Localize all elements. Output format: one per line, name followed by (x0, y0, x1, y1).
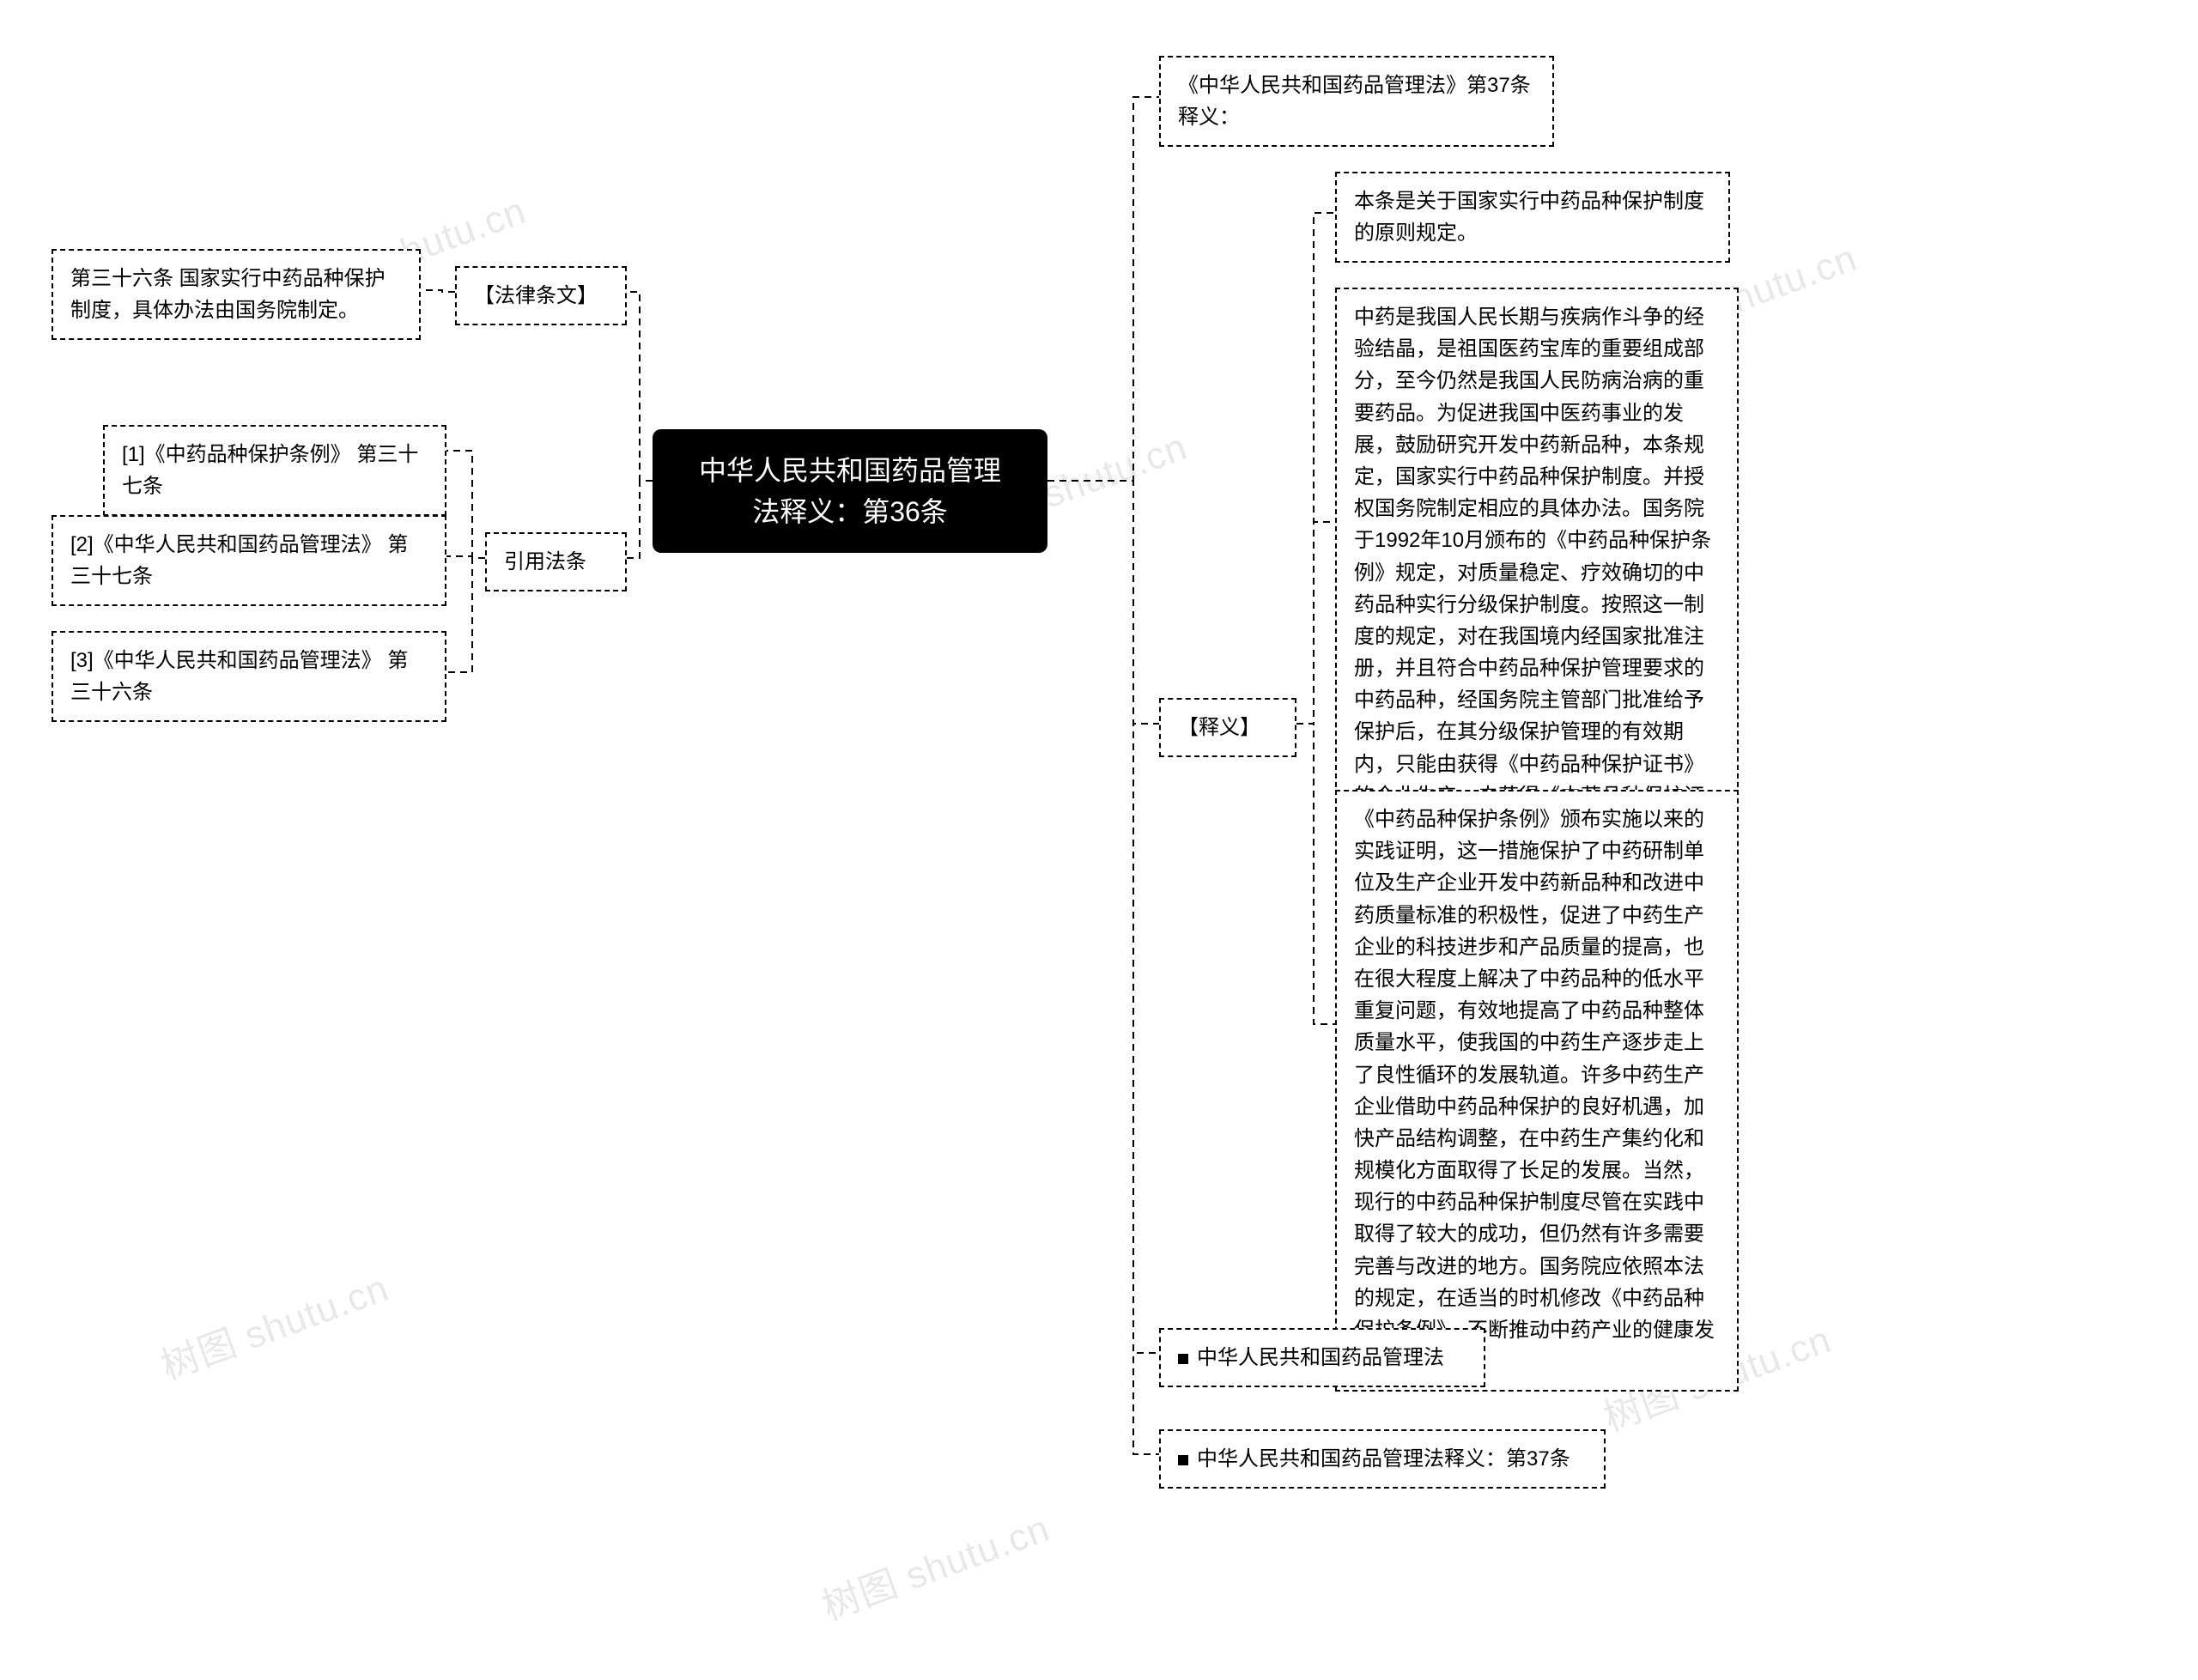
cite-2-text: [2]《中华人民共和国药品管理法》 第三十七条 (70, 533, 408, 588)
connector (1296, 522, 1335, 724)
law-text-body: 第三十六条 国家实行中药品种保护制度，具体办法由国务院制定。 (70, 267, 386, 322)
connector (421, 290, 455, 292)
root-node[interactable]: 中华人民共和国药品管理法释义：第36条 (653, 429, 1047, 553)
connector (446, 556, 485, 558)
intp-3-node[interactable]: 《中药品种保护条例》颁布实施以来的实践证明，这一措施保护了中药研制单位及生产企业… (1335, 790, 1739, 1392)
link-2-node[interactable]: 中华人民共和国药品管理法释义：第37条 (1159, 1429, 1606, 1489)
art37-title-node[interactable]: 《中华人民共和国药品管理法》第37条释义： (1159, 56, 1554, 147)
watermark: 树图 shutu.cn (152, 1257, 395, 1390)
law-text-body-node[interactable]: 第三十六条 国家实行中药品种保护制度，具体办法由国务院制定。 (52, 249, 421, 340)
law-text-node[interactable]: 【法律条文】 (455, 266, 627, 325)
bullet-icon (1178, 1455, 1188, 1465)
connector (627, 292, 653, 481)
connector (627, 481, 653, 558)
connector (446, 558, 485, 672)
root-label: 中华人民共和国药品管理法释义：第36条 (699, 455, 1001, 527)
bullet-icon (1178, 1354, 1188, 1364)
link-2-text: 中华人民共和国药品管理法释义：第37条 (1197, 1447, 1570, 1471)
cited-laws-label: 引用法条 (504, 550, 586, 573)
connector (1047, 481, 1159, 724)
connector (1047, 481, 1159, 1454)
link-1-node[interactable]: 中华人民共和国药品管理法 (1159, 1328, 1485, 1387)
connector (1047, 481, 1159, 1353)
intp-1-text: 本条是关于国家实行中药品种保护制度的原则规定。 (1354, 190, 1704, 245)
cite-3-text: [3]《中华人民共和国药品管理法》 第三十六条 (70, 649, 408, 704)
interpretation-label: 【释义】 (1178, 716, 1260, 739)
link-1-text: 中华人民共和国药品管理法 (1197, 1346, 1444, 1369)
connector (1296, 724, 1335, 1024)
connector (446, 451, 485, 558)
watermark: 树图 shutu.cn (813, 1497, 1056, 1630)
intp-1-node[interactable]: 本条是关于国家实行中药品种保护制度的原则规定。 (1335, 172, 1730, 263)
cited-laws-node[interactable]: 引用法条 (485, 532, 627, 591)
cite-1-node[interactable]: [1]《中药品种保护条例》 第三十七条 (103, 425, 446, 516)
law-text-label: 【法律条文】 (474, 284, 598, 307)
cite-1-text: [1]《中药品种保护条例》 第三十七条 (122, 443, 418, 498)
connector (1296, 213, 1335, 724)
cite-2-node[interactable]: [2]《中华人民共和国药品管理法》 第三十七条 (52, 515, 446, 606)
interpretation-node[interactable]: 【释义】 (1159, 698, 1296, 757)
art37-title-text: 《中华人民共和国药品管理法》第37条释义： (1178, 74, 1531, 129)
cite-3-node[interactable]: [3]《中华人民共和国药品管理法》 第三十六条 (52, 631, 446, 722)
connector (1047, 97, 1159, 481)
intp-3-text: 《中药品种保护条例》颁布实施以来的实践证明，这一措施保护了中药研制单位及生产企业… (1354, 808, 1715, 1374)
intp-2-text: 中药是我国人民长期与疾病作斗争的经验结晶，是祖国医药宝库的重要组成部分，至今仍然… (1354, 306, 1711, 871)
